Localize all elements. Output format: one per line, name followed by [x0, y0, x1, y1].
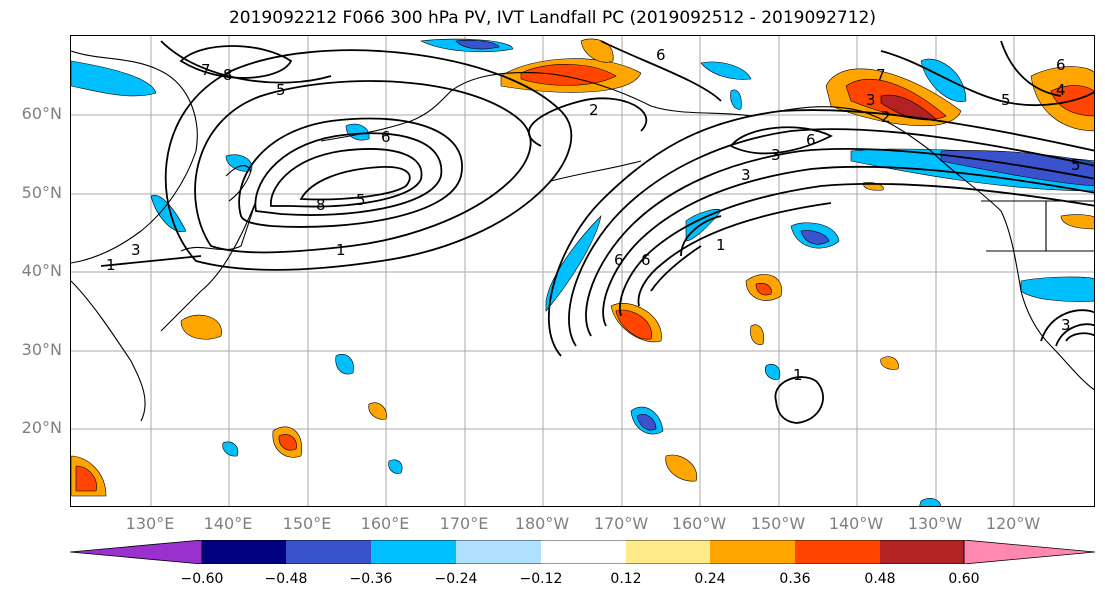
lon-label-180w: 180°W: [514, 514, 570, 533]
contour-label: 4: [1056, 81, 1066, 99]
lon-label-170w: 170°W: [593, 514, 649, 533]
contour-label: 2: [589, 101, 599, 119]
colorbar-segment: [710, 540, 795, 564]
colorbar-tick: 0.12: [610, 571, 642, 587]
colorbar-tick: 0.48: [864, 571, 896, 587]
pv-contours: [100, 40, 1094, 424]
contour-label: 6: [656, 46, 666, 64]
contour-label: 3: [131, 241, 141, 259]
lon-label-130e: 130°E: [125, 514, 175, 533]
colorbar-tick: 0.24: [694, 571, 726, 587]
lat-label-40n: 40°N: [21, 261, 62, 280]
contour-label: 8: [316, 196, 326, 214]
contour-label: 6: [614, 251, 624, 269]
lon-label-160e: 160°E: [360, 514, 410, 533]
colorbar-segment: [70, 540, 203, 564]
colorbar-segment: [626, 540, 710, 564]
contour-label: 6: [806, 131, 816, 149]
contour-label: 6: [641, 251, 651, 269]
lat-label-20n: 20°N: [21, 418, 62, 437]
colorbar-segment: [880, 540, 964, 564]
contour-label: 1: [716, 236, 726, 254]
contour-label: 6: [1056, 56, 1066, 74]
contour-label: 6: [381, 128, 391, 146]
contour-label: 5: [276, 81, 286, 99]
plot-title: 2019092212 F066 300 hPa PV, IVT Landfall…: [228, 8, 876, 28]
contour-label: 7: [201, 61, 211, 79]
colorbar-segment: [541, 540, 626, 564]
colorbar-segment: [456, 540, 541, 564]
lon-label-170e: 170°E: [439, 514, 489, 533]
colorbar-segment: [202, 540, 286, 564]
contour-label: 3: [866, 91, 876, 109]
contour-label: 7: [876, 66, 886, 84]
contour-label: 1: [336, 241, 346, 259]
lat-label-60n: 60°N: [21, 104, 62, 123]
map-svg: [71, 36, 1094, 506]
lat-label-50n: 50°N: [21, 183, 62, 202]
colorbar: [70, 540, 1095, 564]
colorbar-tick: −0.60: [180, 571, 224, 587]
contour-label: 1: [793, 366, 803, 384]
colorbar-tick: −0.24: [434, 571, 478, 587]
contour-label: 3: [741, 166, 751, 184]
contour-label: 5: [1001, 91, 1011, 109]
colorbar-segment: [371, 540, 456, 564]
map-panel: 7 8 5 6 2 1 1 8 6 5 3 6 6 3 1 6 7 3 2 5 …: [70, 35, 1095, 507]
lon-label-120w: 120°W: [985, 514, 1041, 533]
colorbar-segment: [286, 540, 371, 564]
lon-label-160w: 160°W: [671, 514, 727, 533]
coastlines: [71, 50, 1094, 422]
contour-label: 3: [1061, 316, 1071, 334]
contour-label: 5: [356, 191, 366, 209]
contour-label: 8: [223, 66, 233, 84]
colorbar-tick: −0.12: [519, 571, 563, 587]
contour-label: 1: [106, 256, 116, 274]
colorbar-segment: [963, 540, 1095, 564]
lon-label-130w: 130°W: [907, 514, 963, 533]
lon-label-140e: 140°E: [203, 514, 253, 533]
colorbar-tick: 0.36: [779, 571, 811, 587]
pv-anomaly-shading: [71, 38, 1094, 506]
lon-label-150e: 150°E: [282, 514, 332, 533]
colorbar-segment: [795, 540, 880, 564]
colorbar-tick: 0.60: [948, 571, 980, 587]
contour-label: 3: [771, 146, 781, 164]
colorbar-tick: −0.48: [264, 571, 308, 587]
lon-label-150w: 150°W: [750, 514, 806, 533]
lon-label-140w: 140°W: [828, 514, 884, 533]
lat-label-30n: 30°N: [21, 340, 62, 359]
contour-label: 2: [881, 108, 891, 126]
contour-label: 5: [1071, 156, 1081, 174]
colorbar-tick: −0.36: [349, 571, 393, 587]
